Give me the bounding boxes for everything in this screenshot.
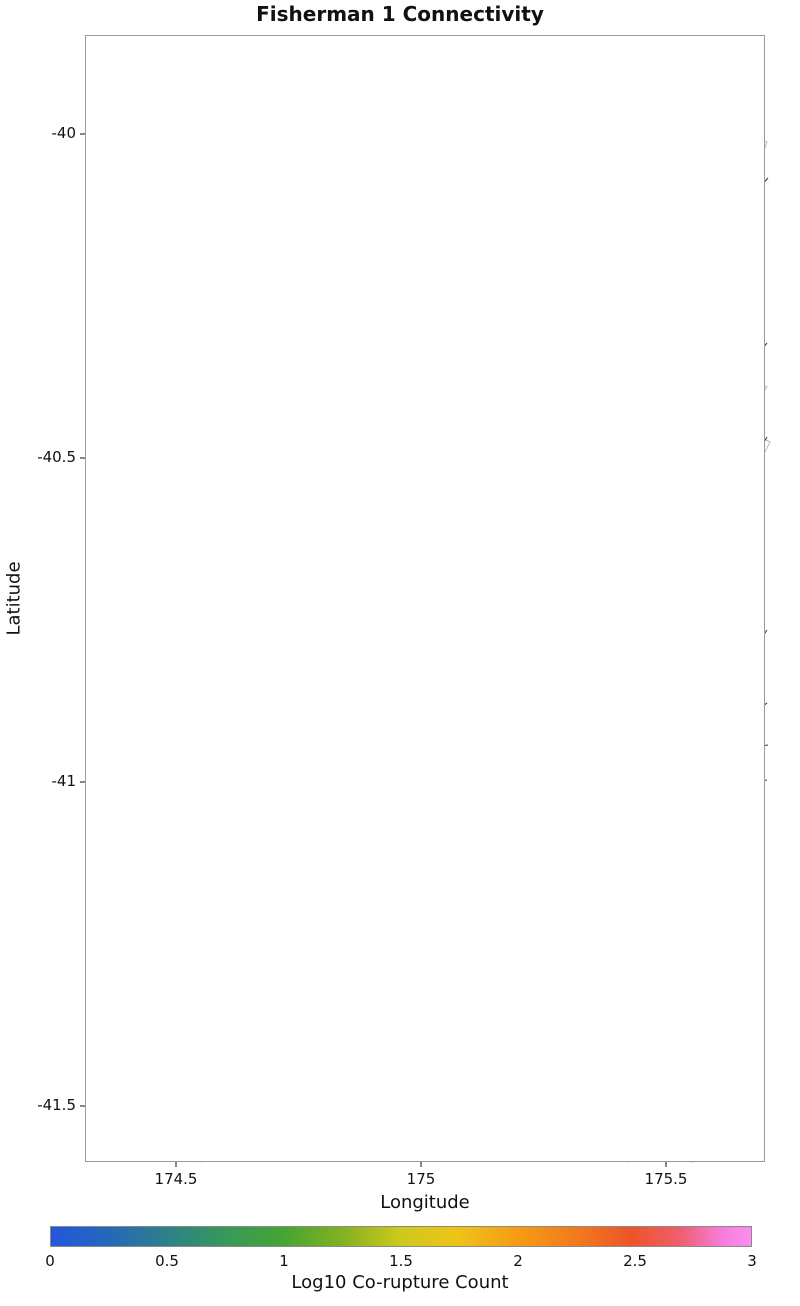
colorbar-tick-label: 0.5 [155, 1252, 179, 1270]
y-tick-label: -40.5 [37, 448, 76, 466]
colorbar-label: Log10 Co-rupture Count [291, 1272, 509, 1293]
colorbar-tick-label: 0 [45, 1252, 55, 1270]
x-tick-label: 174.5 [154, 1170, 198, 1188]
colorbar-tick-label: 2 [513, 1252, 523, 1270]
x-tick-label: 175.5 [644, 1170, 688, 1188]
colorbar-tick-label: 1.5 [389, 1252, 413, 1270]
colorbar-tick-label: 2.5 [623, 1252, 647, 1270]
x-axis-label: Longitude [380, 1192, 470, 1213]
y-axis-label: Latitude [3, 561, 25, 636]
colorbar-tick-label: 3 [747, 1252, 757, 1270]
plot-border [85, 35, 765, 1162]
colorbar-tick-label: 1 [279, 1252, 289, 1270]
x-tick-label: 175 [406, 1170, 436, 1188]
chart-title: Fisherman 1 Connectivity [256, 2, 544, 26]
y-tick-label: -40 [51, 124, 77, 142]
y-tick-label: -41.5 [37, 1096, 76, 1114]
y-tick-label: -41 [51, 772, 77, 790]
colorbar [50, 1226, 752, 1247]
